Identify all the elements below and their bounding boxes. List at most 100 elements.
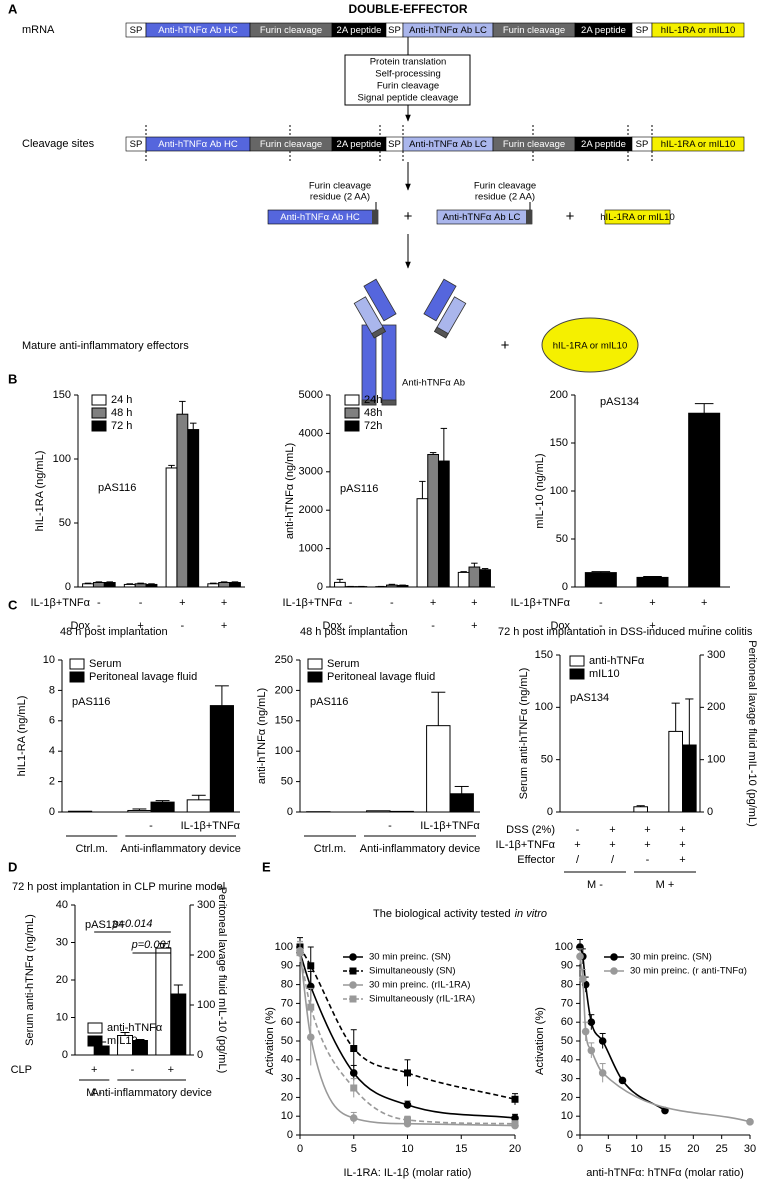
x-tick-label: - — [388, 820, 392, 832]
data-point — [598, 1037, 607, 1045]
y-tick-label: 150 — [275, 715, 293, 727]
y-tick-label: 60 — [561, 1016, 573, 1028]
x-tick-label: 10 — [631, 1143, 643, 1155]
legend-label: 72h — [364, 420, 382, 432]
condition-value: + — [471, 620, 477, 632]
y2-tick-label: 100 — [707, 754, 725, 766]
legend-swatch — [87, 1035, 103, 1047]
x-tick-label: - — [149, 820, 153, 832]
group-label: Ctrl.m. — [314, 843, 346, 855]
condition-value: - — [431, 620, 435, 632]
data-point — [350, 1084, 358, 1092]
bar — [93, 1045, 110, 1056]
y-axis-label: Activation (%) — [264, 1007, 276, 1075]
bar — [209, 705, 234, 813]
segment-label: SP — [130, 25, 143, 36]
y-tick-label: 60 — [281, 1016, 293, 1028]
row-label: Cleavage sites — [22, 138, 95, 150]
y-tick-label: 150 — [53, 389, 71, 401]
x-tick-label: 10 — [401, 1143, 413, 1155]
plasmid-label: pAS134 — [600, 396, 639, 408]
condition-value: - — [97, 620, 101, 632]
y-tick-label: 50 — [561, 1035, 573, 1047]
legend-label: Serum — [327, 658, 359, 670]
y-tick-label: 200 — [275, 684, 293, 696]
data-point — [307, 962, 315, 970]
condition-value: + — [679, 854, 685, 866]
y-tick-label: 100 — [550, 485, 568, 497]
legend-label: Peritoneal lavage fluid — [89, 671, 197, 683]
legend-label: Simultaneously (SN) — [369, 966, 456, 977]
condition-value: + — [91, 1064, 97, 1076]
legend-marker — [349, 953, 357, 961]
y-tick-label: 200 — [550, 389, 568, 401]
segment-label: Furin cleavage — [503, 25, 565, 36]
condition-value: + — [609, 824, 615, 836]
antibody — [353, 278, 467, 406]
condition-value: - — [181, 620, 185, 632]
y-tick-label: 150 — [550, 437, 568, 449]
bar — [668, 730, 683, 813]
x-tick-label: 0 — [297, 1143, 303, 1155]
group-label: M - — [86, 1087, 102, 1099]
condition-value: + — [168, 1064, 174, 1076]
bar — [127, 809, 152, 813]
x-tick-label: 15 — [659, 1143, 671, 1155]
product — [604, 209, 671, 225]
legend-label: mIL10 — [107, 1035, 138, 1047]
y-tick-label: 20 — [281, 1091, 293, 1103]
chart-title: The biological activity tested in vitro — [373, 908, 547, 920]
x-tick-label: 20 — [509, 1143, 521, 1155]
furin-note: residue (2 AA) — [310, 192, 370, 203]
y2-tick-label: 200 — [197, 949, 215, 961]
condition-value: - — [349, 620, 353, 632]
legend-swatch — [307, 671, 323, 683]
y-tick-label: 40 — [56, 899, 68, 911]
condition-value: + — [679, 839, 685, 851]
bar — [82, 583, 94, 588]
bar — [92, 582, 105, 588]
segment-label: Anti-hTNFα Ab HC — [158, 139, 238, 150]
bar — [389, 810, 414, 813]
plus: + — [501, 337, 510, 354]
y-tick-label: 0 — [547, 806, 553, 818]
plus: + — [404, 208, 413, 225]
chart-title: 48 h post implantation — [60, 626, 168, 638]
group-label: Anti-inflammatory device — [120, 843, 240, 855]
data-point — [579, 975, 587, 983]
y-tick-label: 20 — [561, 1091, 573, 1103]
y-tick-label: 150 — [535, 649, 553, 661]
condition-value: / — [576, 854, 580, 866]
furin-note: Furin cleavage — [309, 181, 371, 192]
processing-step: Furin cleavage — [377, 81, 439, 92]
legend-label: 30 min preinc. (r anti-TNFα) — [630, 966, 747, 977]
furin-note: residue (2 AA) — [475, 192, 535, 203]
y-tick-label: 0 — [287, 1129, 293, 1141]
condition-value: + — [221, 620, 227, 632]
segment-label: Furin cleavage — [260, 139, 322, 150]
condition-name: IL-1β+TNFα — [283, 597, 343, 609]
plus: + — [566, 208, 575, 225]
furin-note: Furin cleavage — [474, 181, 536, 192]
segment-label: Anti-hTNFα Ab HC — [158, 25, 238, 36]
y2-tick-label: 100 — [197, 999, 215, 1011]
condition-name: Dox — [322, 620, 342, 632]
condition-value: - — [349, 597, 353, 609]
legend-swatch — [307, 658, 323, 670]
chart-title-text: The biological activity tested — [373, 908, 511, 920]
y-tick-label: 100 — [555, 941, 573, 953]
legend-label: anti-hTNFα — [589, 655, 645, 667]
bar — [150, 801, 175, 813]
bar — [633, 806, 648, 813]
group-label: M - — [587, 879, 603, 891]
y-tick-label: 8 — [49, 684, 55, 696]
y-tick-label: 30 — [56, 936, 68, 948]
y-tick-label: 50 — [281, 776, 293, 788]
furin-residue — [526, 210, 532, 224]
condition-value: + — [137, 620, 143, 632]
legend-swatch — [569, 668, 585, 680]
condition-value: - — [599, 620, 603, 632]
condition-value: + — [389, 620, 395, 632]
y2-tick-label: 0 — [707, 806, 713, 818]
